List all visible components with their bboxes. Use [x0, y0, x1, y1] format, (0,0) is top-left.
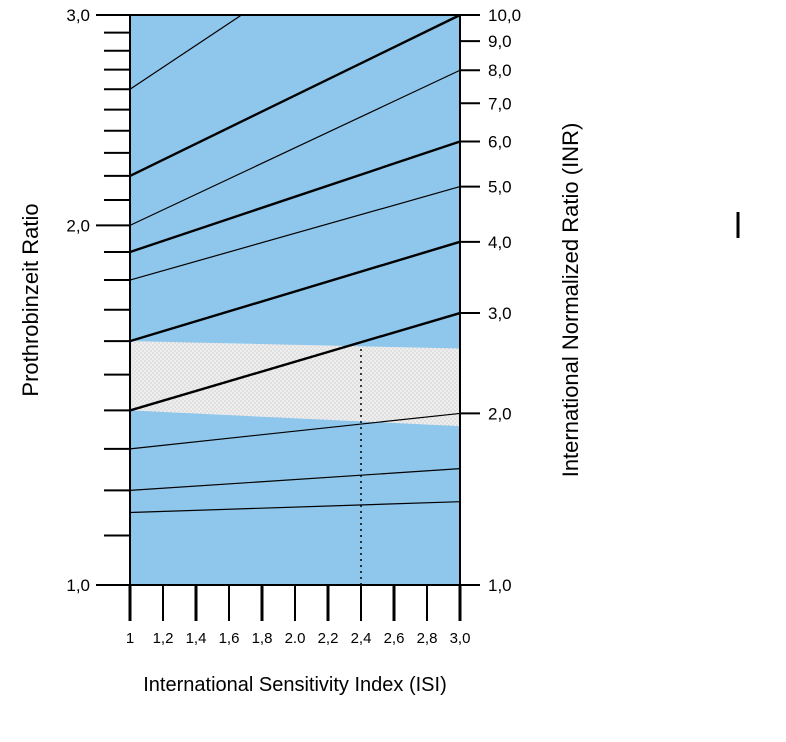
left-tick-label: 2,0	[66, 216, 90, 235]
bottom-tick-label: 1,8	[252, 630, 273, 647]
right-tick-label: 7,0	[488, 94, 512, 113]
right-tick-label: 6,0	[488, 132, 512, 151]
chart-container: 1,0 2,0 3,0 1,0 2,0 3,0 4,0 5,0 6,0 7,0 8,0 9,0 10,0…	[0, 0, 786, 742]
bottom-tick-label: 2,8	[417, 630, 438, 647]
bottom-tick-label: 1,4	[186, 630, 207, 647]
bottom-tick-label: 2,4	[351, 630, 372, 647]
bottom-tick-label: 2,6	[384, 630, 405, 647]
right-axis-title: International Normalized Ratio (INR)	[558, 123, 583, 478]
left-tick-label: 3,0	[66, 6, 90, 25]
plot-area	[130, 15, 460, 585]
right-tick-label: 10,0	[488, 6, 521, 25]
bottom-tick-label: 1,2	[153, 630, 174, 647]
right-tick-label: 2,0	[488, 404, 512, 423]
nomogram-svg: 1,0 2,0 3,0 1,0 2,0 3,0 4,0 5,0 6,0 7,0 8,0 9,0 10,0…	[0, 0, 786, 742]
right-tick-label: 3,0	[488, 304, 512, 323]
bottom-tick-label: 2,2	[318, 630, 339, 647]
bottom-tick-label: 3,0	[450, 630, 471, 647]
bottom-tick-label: 1,6	[219, 630, 240, 647]
right-tick-label: 4,0	[488, 233, 512, 252]
left-tick-label: 1,0	[66, 576, 90, 595]
left-axis-title: Prothrobinzeit Ratio	[18, 203, 43, 396]
bottom-axis-title: International Sensitivity Index (ISI)	[143, 674, 446, 696]
right-tick-label: 5,0	[488, 178, 512, 197]
bottom-tick-label: 2.0	[285, 630, 306, 647]
right-tick-label: 9,0	[488, 32, 512, 51]
right-tick-label: 1,0	[488, 576, 512, 595]
right-tick-label: 8,0	[488, 61, 512, 80]
bottom-tick-label: 1	[126, 630, 134, 647]
